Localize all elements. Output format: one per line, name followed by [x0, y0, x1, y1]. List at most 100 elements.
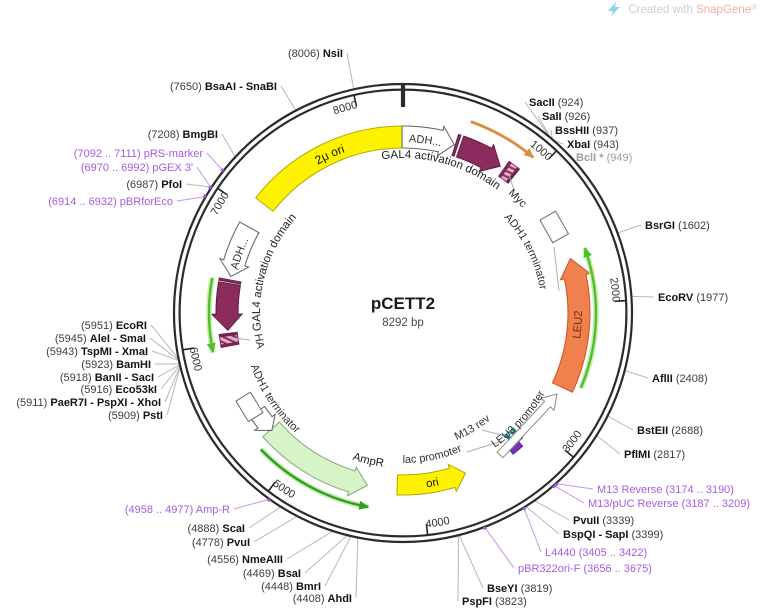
- leader-line-19: [304, 534, 348, 574]
- feature-adh1-promoter-top[interactable]: [401, 124, 455, 157]
- feature-label-lac-promoter: lac promoter: [403, 442, 464, 466]
- feature-myc[interactable]: [499, 162, 519, 183]
- plasmid-name: pCETT2: [371, 294, 435, 313]
- tick-2000: [614, 299, 626, 303]
- feature-label-adh1-promoter-top: ADH...: [409, 133, 443, 149]
- leader-line-30: [596, 434, 621, 455]
- site-label-16[interactable]: (4888) ScaI: [188, 523, 246, 535]
- leader-line-9: [151, 350, 180, 362]
- site-labels-layer: (8006) NsiI (7650) BsaAI - SnaBI (7208) Bm…: [16, 48, 750, 608]
- callout-line-2: [481, 429, 506, 437]
- feature-ha-bar-a[interactable]: [220, 341, 240, 349]
- primer-label-3[interactable]: (7092 .. 7111) pRS-marker: [74, 148, 204, 160]
- tick-layer: 1000 2000 3000 4000 5000 6000 7000 8000: [182, 95, 626, 535]
- leader-line-3: [206, 152, 224, 172]
- site-label-18[interactable]: (4556) NmeAIII: [207, 554, 283, 566]
- site-label-39[interactable]: SacII (924): [529, 97, 583, 109]
- primer-label-25[interactable]: pBR322ori-F (3656 .. 3675): [518, 563, 652, 575]
- tick-label-4000: 4000: [425, 515, 451, 531]
- site-label-21[interactable]: (4408) AhdI: [293, 593, 352, 605]
- leader-line-28: [553, 484, 585, 504]
- tick-7000: [217, 187, 228, 196]
- site-label-17[interactable]: (4778) PvuI: [192, 537, 250, 549]
- site-label-33[interactable]: EcoRV (1977): [658, 292, 728, 304]
- tick-label-1000: 1000: [528, 138, 555, 163]
- site-label-26[interactable]: BspQI - SapI (3399): [563, 529, 663, 541]
- primer-label-6[interactable]: (6914 .. 6932) pBRforEco: [48, 196, 173, 208]
- leader-line-26: [525, 505, 560, 535]
- primer-label-4[interactable]: (6970 .. 6992) pGEX 3': [81, 162, 193, 174]
- feature-label-myc: Myc: [506, 187, 529, 210]
- site-label-7[interactable]: (5951) EcoRI: [81, 320, 147, 332]
- primer-label-15[interactable]: (4958 .. 4977) Amp-R: [125, 504, 230, 516]
- leader-line-5: [185, 183, 212, 188]
- primer-label-29[interactable]: M13 Reverse (3174 .. 3190): [597, 484, 734, 496]
- direction-arcs-layer: [206, 120, 599, 510]
- leader-line-33: [631, 295, 655, 298]
- primer-label-28[interactable]: M13/pUC Reverse (3187 .. 3209): [588, 498, 750, 510]
- site-label-32[interactable]: AflII (2408): [652, 373, 708, 385]
- leader-line-15: [233, 498, 270, 510]
- site-label-10[interactable]: (5923) BamHI: [81, 359, 151, 371]
- tick-4000: [425, 523, 429, 535]
- feature-gal4-ad-top[interactable]: [455, 135, 501, 173]
- callout-line-4: [553, 246, 560, 292]
- feature-label-ha: HA: [252, 333, 267, 351]
- leader-line-8: [149, 337, 180, 361]
- callout-line-3: [466, 440, 503, 453]
- leader-line-21: [355, 537, 359, 599]
- site-label-38[interactable]: SalI (926): [542, 111, 590, 123]
- site-label-30[interactable]: PflMI (2817): [624, 449, 685, 461]
- site-label-35[interactable]: BclI * (949): [576, 152, 632, 164]
- feature-leu2[interactable]: [551, 257, 592, 393]
- site-label-34[interactable]: BsrGI (1602): [645, 220, 710, 232]
- leader-lines-layer: [149, 52, 655, 602]
- site-label-13[interactable]: (5911) PaeR7I - PspXI - XhoI: [16, 397, 161, 409]
- feature-adh1-terminator-left-rect[interactable]: [235, 391, 264, 423]
- site-label-2[interactable]: (7208) BmgBI: [148, 129, 218, 141]
- site-label-27[interactable]: PvuII (3339): [573, 515, 634, 527]
- leader-line-6: [176, 196, 206, 202]
- site-label-0[interactable]: (8006) NsiI: [288, 48, 343, 60]
- feature-adh1-promoter-left[interactable]: [218, 221, 260, 278]
- feature-gal4-bar-top[interactable]: [451, 133, 462, 157]
- primer-label-24[interactable]: L4440 (3405 .. 3422): [545, 547, 647, 559]
- feature-adh1-terminator-right[interactable]: [539, 210, 570, 244]
- site-label-12[interactable]: (5916) Eco53kI: [81, 384, 157, 396]
- tick-label-3000: 3000: [560, 429, 584, 456]
- site-label-8[interactable]: (5945) AleI - SmaI: [55, 333, 146, 345]
- site-label-22[interactable]: BseYI (3819): [487, 583, 552, 595]
- site-label-23[interactable]: PspFI (3823): [462, 596, 527, 608]
- site-label-9[interactable]: (5943) TspMI - XmaI: [46, 346, 148, 358]
- feature-myc-bar-b[interactable]: [505, 167, 521, 184]
- feature-gal4-bar-left[interactable]: [218, 277, 242, 285]
- primer-mark-3: [266, 497, 271, 503]
- primer-mark-5: [522, 506, 527, 511]
- feature-ori[interactable]: [396, 463, 467, 496]
- leader-line-18: [286, 530, 334, 560]
- site-label-37[interactable]: BssHII (937): [555, 125, 618, 137]
- feature-ha[interactable]: [218, 334, 240, 346]
- feature-ampr[interactable]: [261, 421, 369, 497]
- leader-line-14: [166, 366, 181, 416]
- site-label-20[interactable]: (4448) BmrI: [261, 581, 321, 593]
- tick-label-8000: 8000: [332, 99, 359, 117]
- leader-line-17: [253, 515, 298, 543]
- feature-gal4-ad-left[interactable]: [210, 281, 244, 331]
- site-label-5[interactable]: (6987) PfoI: [126, 179, 182, 191]
- tick-label-6000: 6000: [187, 346, 204, 372]
- feature-myc-bar-a[interactable]: [498, 160, 512, 178]
- site-label-19[interactable]: (4469) BsaI: [243, 568, 301, 580]
- site-label-11[interactable]: (5918) BanII - SacI: [60, 372, 154, 384]
- primer-mark-1: [207, 185, 213, 190]
- feature-ha-bar-b[interactable]: [218, 331, 238, 337]
- feature-2u-ori[interactable]: [255, 125, 403, 213]
- site-label-31[interactable]: BstEII (2688): [637, 425, 703, 437]
- leader-line-16: [248, 506, 282, 529]
- site-label-1[interactable]: (7650) BsaAI - SnaBI: [170, 81, 277, 93]
- site-label-14[interactable]: (5909) PstI: [108, 410, 163, 422]
- tick-label-2000: 2000: [607, 277, 622, 303]
- direction-arrowhead-2: [358, 500, 370, 510]
- primer-mark-4: [482, 526, 487, 530]
- site-label-36[interactable]: XbaI (943): [567, 139, 619, 151]
